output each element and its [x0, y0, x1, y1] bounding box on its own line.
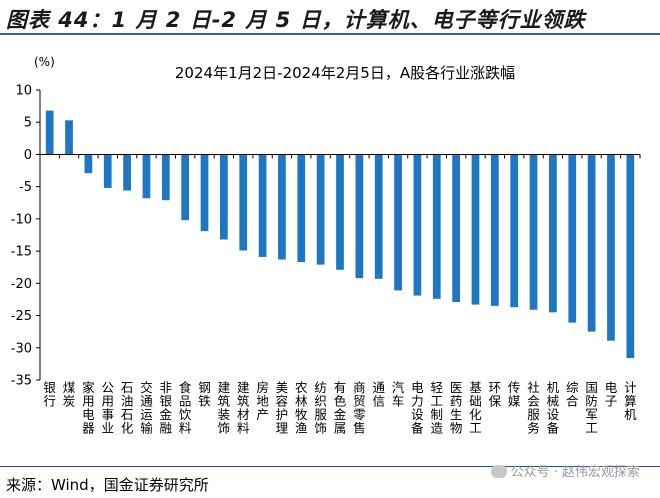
bar	[278, 154, 286, 260]
x-tick-label: 农林牧渔	[295, 380, 308, 436]
source-note: 来源：Wind，国金证券研究所	[6, 476, 209, 494]
bar	[587, 154, 596, 332]
bar	[549, 154, 557, 313]
bar	[181, 154, 190, 221]
bar	[103, 154, 112, 188]
x-tick-label: 纺织服饰	[314, 380, 327, 436]
bar-chart: 2024年1月2日-2024年2月5日，A股各行业涨跌幅 (%) 10 5 0 -5 -…	[11, 55, 641, 436]
x-tick-label: 基础化工	[469, 380, 482, 436]
x-tick-label: 银行	[43, 380, 56, 409]
x-tick-label: 家用电器	[82, 380, 95, 436]
bar	[432, 154, 441, 299]
y-tick-label: -15	[11, 245, 32, 260]
bar	[490, 154, 499, 306]
chart-title: 2024年1月2日-2024年2月5日，A股各行业涨跌幅	[175, 64, 515, 82]
x-tick-label: 计算机	[624, 380, 637, 422]
bar	[374, 154, 383, 279]
y-axis: 10 5 0 -5 -10 -15 -20 -25 -30 -35	[11, 84, 41, 389]
bar	[355, 154, 364, 279]
x-tick-label: 煤炭	[63, 380, 76, 409]
bar	[200, 154, 209, 232]
bar	[452, 154, 460, 303]
bar	[84, 154, 93, 174]
wechat-icon	[490, 465, 507, 478]
footer-divider	[0, 466, 660, 467]
bar	[336, 154, 344, 270]
bar	[626, 154, 635, 359]
y-axis-unit-label: (%)	[34, 55, 55, 69]
bar	[471, 154, 480, 305]
bar	[45, 110, 54, 155]
bar	[258, 154, 267, 257]
x-tick-label: 国防军工	[585, 380, 598, 436]
x-tick-label: 电子	[605, 380, 618, 409]
x-tick-label: 房地产	[256, 380, 269, 422]
y-tick-label: -10	[11, 212, 32, 227]
x-tick-label: 社会服务	[527, 380, 540, 436]
x-tick-label: 建筑装饰	[218, 380, 231, 436]
y-tick-label: -20	[11, 277, 32, 292]
bar	[568, 154, 577, 323]
bar	[220, 154, 228, 240]
bar	[510, 154, 519, 308]
header-divider	[0, 33, 660, 35]
x-tick-label: 通信	[372, 380, 385, 409]
x-tick-label: 建筑材料	[237, 380, 250, 436]
x-tick-label: 医药生物	[450, 380, 463, 436]
bar	[529, 154, 538, 310]
x-tick-label: 石油石化	[121, 380, 134, 436]
x-tick-label: 电力设备	[411, 380, 424, 436]
x-tick-label: 公用事业	[101, 380, 114, 436]
bar	[161, 154, 170, 201]
x-tick-label: 食品饮料	[179, 380, 192, 436]
bar	[316, 154, 325, 265]
x-tick-label: 环保	[489, 380, 502, 409]
y-tick-label: -25	[11, 309, 32, 324]
y-tick-label: 10	[15, 84, 32, 99]
bar	[239, 154, 248, 251]
x-tick-label: 钢铁	[198, 380, 211, 409]
y-tick-label: -30	[11, 341, 32, 356]
x-tick-label: 综合	[566, 380, 579, 409]
x-tick-label: 非银金融	[160, 380, 173, 436]
watermark: 公众号 · 赵伟宏观探索	[490, 461, 640, 480]
x-tick-label: 美容护理	[276, 380, 289, 436]
bar	[394, 154, 402, 291]
y-tick-label: 5	[24, 116, 32, 131]
y-tick-label: -35	[11, 374, 32, 389]
bars-group	[40, 110, 641, 359]
x-tick-label: 汽车	[392, 380, 405, 409]
bar	[413, 154, 422, 296]
bar	[607, 154, 615, 341]
x-tick-label: 交通运输	[140, 380, 153, 436]
x-tick-label: 传媒	[508, 380, 521, 409]
figure-title: 图表 44：1 月 2 日-2 月 5 日，计算机、电子等行业领跌	[6, 8, 586, 32]
bar	[123, 154, 131, 191]
x-tick-label: 有色金属	[334, 380, 347, 436]
x-tick-labels: 银行煤炭家用电器公用事业石油石化交通运输非银金融食品饮料钢铁建筑装饰建筑材料房地…	[43, 380, 637, 436]
x-tick-label: 轻工制造	[431, 380, 444, 436]
watermark-text: 公众号 · 赵伟宏观探索	[510, 465, 640, 480]
y-tick-label: -5	[19, 180, 32, 195]
y-tick-label: 0	[24, 148, 32, 163]
bar	[297, 154, 306, 263]
bar	[142, 154, 151, 199]
bar	[65, 120, 73, 155]
x-tick-label: 商贸零售	[353, 380, 366, 436]
x-tick-label: 机械设备	[547, 380, 560, 436]
